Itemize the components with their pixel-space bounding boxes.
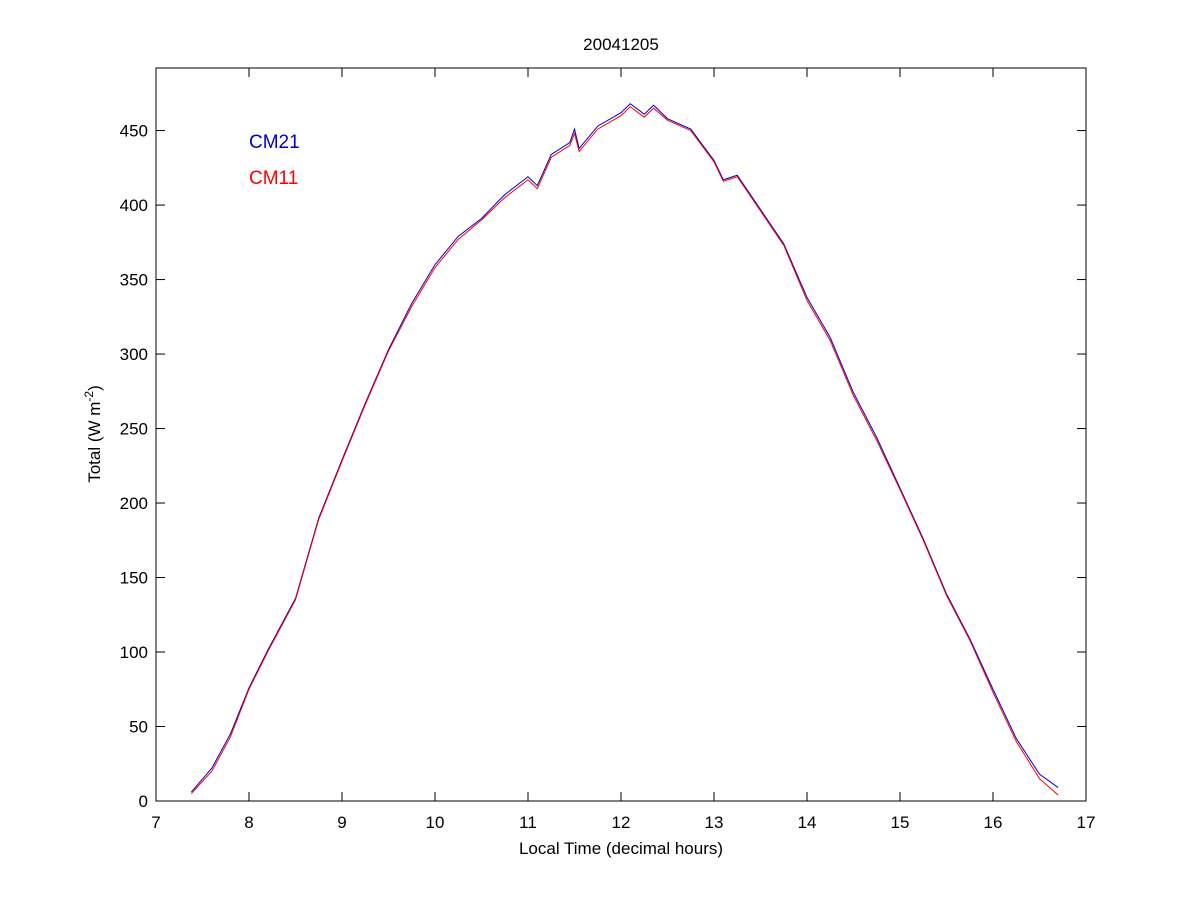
y-tick-label: 250 [120, 420, 148, 439]
y-label-end: ) [85, 385, 104, 391]
x-tick-label: 11 [519, 813, 537, 832]
y-tick-label: 200 [120, 494, 148, 513]
x-tick-label: 14 [798, 813, 817, 832]
x-tick-label: 13 [705, 813, 724, 832]
y-axis-label: Total (W m-2) [82, 385, 104, 483]
y-tick-label: 450 [120, 122, 148, 141]
x-tick-label: 10 [426, 813, 445, 832]
legend-entry: CM11 [249, 168, 298, 189]
y-label-main: Total (W m [85, 402, 104, 483]
y-tick-label: 50 [129, 718, 148, 737]
y-tick-label: 0 [139, 792, 148, 811]
series-line [190, 103, 1059, 793]
y-tick-label: 400 [120, 196, 148, 215]
x-tick-label: 12 [612, 813, 631, 832]
x-tick-label: 15 [891, 813, 910, 832]
x-axis-label: Local Time (decimal hours) [519, 839, 723, 858]
y-label-superscript: -2 [82, 391, 96, 402]
y-tick-label: 300 [120, 345, 148, 364]
x-tick-label: 8 [244, 813, 253, 832]
x-tick-label: 7 [151, 813, 160, 832]
x-tick-label: 9 [337, 813, 346, 832]
y-tick-label: 150 [120, 569, 148, 588]
chart-title: 20041205 [583, 35, 659, 54]
legend-entry: CM21 [249, 132, 300, 153]
x-tick-label: 17 [1077, 813, 1096, 832]
y-tick-label: 350 [120, 271, 148, 290]
series-line [190, 106, 1059, 796]
y-tick-label: 100 [120, 643, 148, 662]
x-tick-label: 16 [984, 813, 1003, 832]
